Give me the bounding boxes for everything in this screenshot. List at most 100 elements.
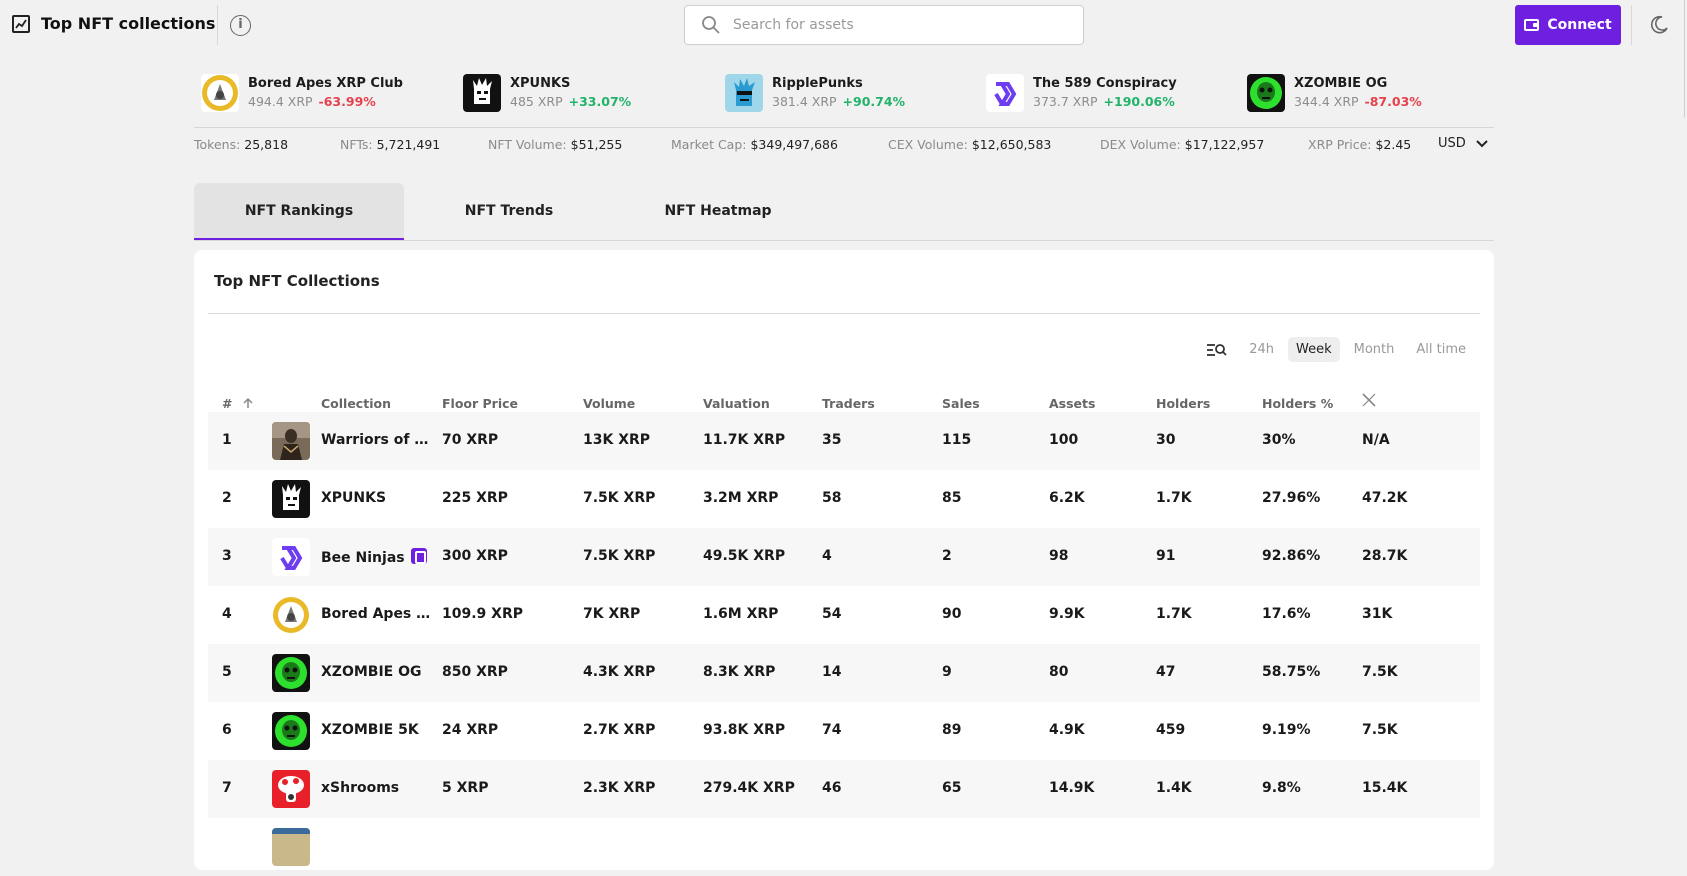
scrollbar-edge (1684, 0, 1685, 118)
ticker-item[interactable]: XZOMBIE OG 344.4 XRP -87.03% (1247, 74, 1422, 112)
connect-button[interactable]: Connect (1515, 5, 1621, 45)
info-icon[interactable]: i (230, 15, 251, 36)
row-holders: 1.7K (1156, 490, 1192, 506)
filter-month[interactable]: Month (1353, 342, 1395, 357)
row-sales: 115 (942, 432, 972, 448)
row-holders-pct: 30% (1262, 432, 1296, 448)
stat-market-cap: Market Cap: $349,497,686 (671, 137, 838, 152)
column-header-rank[interactable]: # (222, 396, 254, 411)
row-floor-price: 109.9 XRP (442, 606, 523, 622)
stat-nfts: NFTs: 5,721,491 (340, 137, 441, 152)
ticker-price: 485 XRP (510, 94, 563, 109)
tab-nft-heatmap[interactable]: NFT Heatmap (664, 203, 772, 219)
row-holders-pct: 9.19% (1262, 722, 1311, 738)
ticker-price: 381.4 XRP (772, 94, 837, 109)
ticker-item[interactable]: Bored Apes XRP Club 494.4 XRP -63.99% (201, 74, 403, 112)
row-x-followers: 31K (1362, 606, 1393, 622)
row-valuation: 11.7K XRP (703, 432, 786, 448)
row-holders-pct: 9.8% (1262, 780, 1301, 796)
verified-badge-icon (410, 548, 427, 564)
currency-select[interactable]: USD (1438, 136, 1488, 151)
column-header-volume[interactable]: Volume (583, 396, 636, 411)
row-floor-price: 300 XRP (442, 548, 508, 564)
table-row[interactable]: 5 XZOMBIE OG 850 XRP 4.3K XRP 8.3K XRP 1… (208, 644, 1480, 702)
filter-all-time[interactable]: All time (1416, 342, 1466, 357)
tab-bar: NFT Rankings NFT Trends NFT Heatmap (194, 183, 1494, 241)
column-header-floor-price[interactable]: Floor Price (442, 396, 519, 411)
stat-cex-volume: CEX Volume: $12,650,583 (888, 137, 1052, 152)
row-valuation: 8.3K XRP (703, 664, 776, 680)
stat-xrp-price: XRP Price: $2.45 (1308, 137, 1412, 152)
row-traders: 54 (822, 606, 842, 622)
table-row[interactable]: 3 Bee Ninjas 300 XRP 7.5K XRP 49.5K XRP … (208, 528, 1480, 586)
filter-search-icon[interactable] (1205, 339, 1227, 361)
row-valuation: 49.5K XRP (703, 548, 786, 564)
table-row[interactable]: 1 Warriors of Gi... 70 XRP 13K XRP 11.7K… (208, 412, 1480, 470)
column-header-holders-pct[interactable]: Holders % (1262, 396, 1334, 411)
row-rank: 5 (222, 664, 232, 680)
table-row[interactable]: 6 XZOMBIE 5K 24 XRP 2.7K XRP 93.8K XRP 7… (208, 702, 1480, 760)
chevron-down-icon (1476, 139, 1488, 147)
ticker-item[interactable]: RipplePunks 381.4 XRP +90.74% (725, 74, 905, 112)
row-collection[interactable]: Bee Ninjas (321, 548, 427, 566)
row-assets: 100 (1049, 432, 1079, 448)
row-floor-price: 70 XRP (442, 432, 499, 448)
ticker-item[interactable]: XPUNKS 485 XRP +33.07% (463, 74, 631, 112)
row-holders-pct: 27.96% (1262, 490, 1321, 506)
search-box[interactable] (684, 5, 1084, 45)
bee-ninjas-thumbnail (272, 538, 310, 576)
row-holders-pct: 17.6% (1262, 606, 1311, 622)
row-assets: 6.2K (1049, 490, 1085, 506)
row-collection[interactable]: XPUNKS (321, 490, 387, 506)
xzombie-thumbnail (272, 712, 310, 750)
row-holders: 91 (1156, 548, 1176, 564)
row-floor-price: 225 XRP (442, 490, 508, 506)
tab-nft-trends[interactable]: NFT Trends (464, 203, 554, 219)
row-collection[interactable]: Warriors of Gi... (321, 432, 433, 448)
row-collection[interactable]: xShrooms (321, 780, 400, 796)
table-row[interactable]: 4 Bored Apes X... 109.9 XRP 7K XRP 1.6M … (208, 586, 1480, 644)
brand[interactable]: Top NFT collections (12, 14, 215, 33)
row-sales: 2 (942, 548, 952, 564)
market-stats: Tokens: 25,818 NFTs: 5,721,491 NFT Volum… (194, 127, 1494, 163)
row-volume: 2.7K XRP (583, 722, 656, 738)
table-row[interactable] (208, 818, 1480, 876)
ticker-name: RipplePunks (772, 76, 863, 91)
row-collection[interactable]: XZOMBIE OG (321, 664, 422, 680)
table-row[interactable]: 7 xShrooms 5 XRP 2.3K XRP 279.4K XRP 46 … (208, 760, 1480, 818)
ticker-item[interactable]: The 589 Conspiracy 373.7 XRP +190.06% (986, 74, 1177, 112)
moon-icon[interactable] (1648, 14, 1670, 36)
column-header-holders[interactable]: Holders (1156, 396, 1211, 411)
column-header-sales[interactable]: Sales (942, 396, 980, 411)
divider (217, 5, 218, 45)
column-header-assets[interactable]: Assets (1049, 396, 1096, 411)
column-header-valuation[interactable]: Valuation (703, 396, 770, 411)
row-collection[interactable]: Bored Apes X... (321, 606, 433, 622)
row-rank: 3 (222, 548, 232, 564)
column-header-collection[interactable]: Collection (321, 396, 391, 411)
row-volume: 7.5K XRP (583, 490, 656, 506)
row-collection[interactable]: XZOMBIE 5K (321, 722, 419, 738)
ticker-change: -63.99% (318, 94, 376, 109)
row-holders-pct: 58.75% (1262, 664, 1321, 680)
wallet-icon (1524, 19, 1540, 31)
collections-card: Top NFT Collections 24h Week Month All t… (194, 250, 1494, 870)
row-rank: 1 (222, 432, 232, 448)
ticker-name: XPUNKS (510, 76, 571, 91)
row-floor-price: 24 XRP (442, 722, 499, 738)
row-assets: 98 (1049, 548, 1069, 564)
tab-nft-rankings[interactable]: NFT Rankings (194, 183, 404, 240)
table-row[interactable]: 2 XPUNKS 225 XRP 7.5K XRP 3.2M XRP 58 85… (208, 470, 1480, 528)
connect-label: Connect (1547, 17, 1612, 33)
row-holders: 1.4K (1156, 780, 1192, 796)
search-input[interactable] (733, 17, 1063, 33)
row-traders: 74 (822, 722, 842, 738)
filter-week[interactable]: Week (1288, 337, 1340, 362)
page-title: Top NFT collections (41, 14, 216, 33)
bored-ape-thumbnail (272, 596, 310, 634)
column-header-traders[interactable]: Traders (822, 396, 875, 411)
ripplepunks-thumbnail (725, 74, 763, 112)
filter-24h[interactable]: 24h (1249, 342, 1274, 357)
row-traders: 4 (822, 548, 832, 564)
x-logo-icon[interactable] (1362, 393, 1376, 410)
